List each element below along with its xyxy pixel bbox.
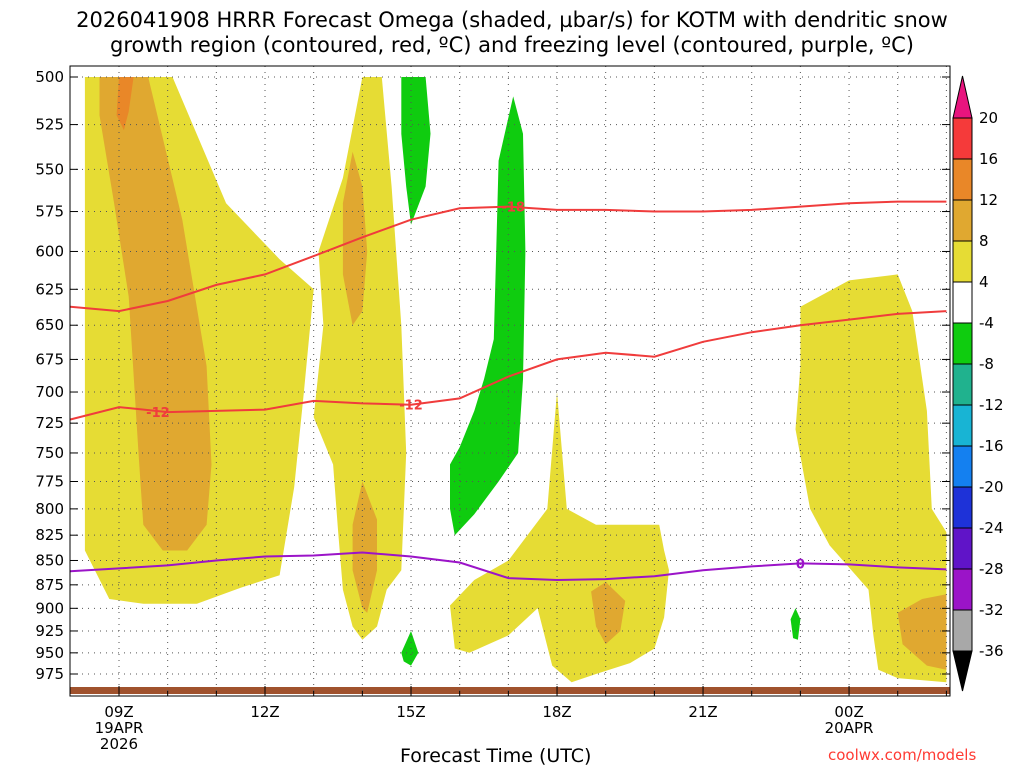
omega-shaded-region-8_12 bbox=[342, 151, 368, 326]
colorbar-segment-m32_m28 bbox=[952, 568, 973, 611]
colorbar-segment-above-20 bbox=[952, 75, 973, 119]
colorbar-segment-m4_4 bbox=[952, 281, 973, 324]
y-tick-label: 525 bbox=[35, 116, 64, 134]
colorbar-segment-m12_m8 bbox=[952, 363, 973, 406]
ground-surface bbox=[70, 687, 950, 694]
x-tick-label: 12Z bbox=[250, 703, 279, 721]
colorbar-segment-m24_m20 bbox=[952, 486, 973, 529]
omega-shaded-region-m8_m4 bbox=[401, 77, 431, 225]
colorbar-segment-12_16 bbox=[952, 158, 973, 201]
y-tick-label: 600 bbox=[35, 242, 64, 260]
colorbar-segment-m36_m32 bbox=[952, 609, 973, 652]
colorbar-segment-m20_m16 bbox=[952, 445, 973, 488]
svg-text:-12: -12 bbox=[399, 399, 423, 414]
omega-shaded-region-4_8 bbox=[313, 77, 407, 640]
x-tick-label: 2026 bbox=[100, 735, 138, 753]
y-tick-label: 825 bbox=[35, 526, 64, 544]
omega-shaded-region-m8_m4 bbox=[401, 631, 419, 666]
colorbar-segment-m28_m24 bbox=[952, 527, 973, 570]
y-tick-label: 775 bbox=[35, 472, 64, 490]
svg-text:0: 0 bbox=[796, 557, 805, 572]
x-tick-label: 18Z bbox=[542, 703, 571, 721]
x-tick-label: 09Z bbox=[104, 703, 133, 721]
omega-shaded-region-8_12 bbox=[99, 77, 212, 551]
colorbar-segment-m8_m4 bbox=[952, 322, 973, 365]
colorbar-label: -36 bbox=[979, 642, 1004, 660]
omega-shaded-region-m8_m4 bbox=[790, 608, 801, 640]
omega-shaded-region-8_12 bbox=[897, 594, 947, 670]
colorbar-segment-16_20 bbox=[952, 117, 973, 160]
y-tick-label: 675 bbox=[35, 350, 64, 368]
credit-link[interactable]: coolwx.com/models bbox=[828, 746, 977, 764]
y-tick-label: 625 bbox=[35, 280, 64, 298]
plot-frame bbox=[69, 65, 951, 697]
y-tick-label: 900 bbox=[35, 599, 64, 617]
y-tick-label: 700 bbox=[35, 383, 64, 401]
x-tick-label: 19APR bbox=[95, 719, 144, 737]
contour-label--12: -12 bbox=[146, 406, 170, 421]
colorbar-label: 4 bbox=[979, 273, 989, 291]
y-tick-label: 500 bbox=[35, 68, 64, 86]
contour-label--18: -18 bbox=[501, 201, 525, 216]
colorbar-label: 12 bbox=[979, 191, 998, 209]
y-tick-label: 950 bbox=[35, 644, 64, 662]
chart-title-line-1: 2026041908 HRRR Forecast Omega (shaded, … bbox=[76, 8, 948, 32]
colorbar-label: -16 bbox=[979, 437, 1004, 455]
colorbar-label: 20 bbox=[979, 109, 998, 127]
colorbar-label: 8 bbox=[979, 232, 989, 250]
colorbar-label: -24 bbox=[979, 519, 1004, 537]
colorbar-segment-below-36 bbox=[952, 650, 973, 692]
colorbar-label: -32 bbox=[979, 601, 1004, 619]
omega-shaded-region-12_16 bbox=[116, 77, 134, 131]
y-tick-label: 850 bbox=[35, 551, 64, 569]
colorbar-segment-8_12 bbox=[952, 199, 973, 242]
chart-title-line-2: growth region (contoured, red, ºC) and f… bbox=[110, 33, 914, 57]
x-tick-label: 20APR bbox=[825, 719, 874, 737]
colorbar-label: 16 bbox=[979, 150, 998, 168]
colorbar-label: -8 bbox=[979, 355, 994, 373]
svg-text:-12: -12 bbox=[146, 406, 170, 421]
y-tick-label: 875 bbox=[35, 576, 64, 594]
y-tick-label: 800 bbox=[35, 500, 64, 518]
colorbar-label: -28 bbox=[979, 560, 1004, 578]
contour-label-0: 0 bbox=[796, 557, 805, 572]
colorbar-label: -12 bbox=[979, 396, 1004, 414]
y-tick-label: 975 bbox=[35, 665, 64, 683]
contour-line-0 bbox=[70, 551, 947, 582]
contour-line--12 bbox=[70, 310, 947, 421]
x-tick-label: 00Z bbox=[834, 703, 863, 721]
colorbar-segment-4_8 bbox=[952, 240, 973, 283]
colorbar-label: -4 bbox=[979, 314, 994, 332]
y-tick-label: 925 bbox=[35, 622, 64, 640]
omega-shaded-region-4_8 bbox=[795, 274, 947, 683]
x-axis-title: Forecast Time (UTC) bbox=[400, 745, 592, 767]
svg-text:-18: -18 bbox=[501, 201, 525, 216]
colorbar-segment-m16_m12 bbox=[952, 404, 973, 447]
y-tick-label: 750 bbox=[35, 444, 64, 462]
omega-shaded-region-8_12 bbox=[352, 481, 377, 613]
y-tick-label: 725 bbox=[35, 414, 64, 432]
y-tick-label: 650 bbox=[35, 316, 64, 334]
contour-label--12: -12 bbox=[399, 399, 423, 414]
y-tick-label: 575 bbox=[35, 203, 64, 221]
colorbar-label: -20 bbox=[979, 478, 1004, 496]
x-tick-label: 15Z bbox=[396, 703, 425, 721]
y-tick-label: 550 bbox=[35, 160, 64, 178]
omega-shaded-region-8_12 bbox=[591, 582, 626, 645]
contour-line--18 bbox=[70, 200, 947, 313]
x-tick-label: 21Z bbox=[688, 703, 717, 721]
